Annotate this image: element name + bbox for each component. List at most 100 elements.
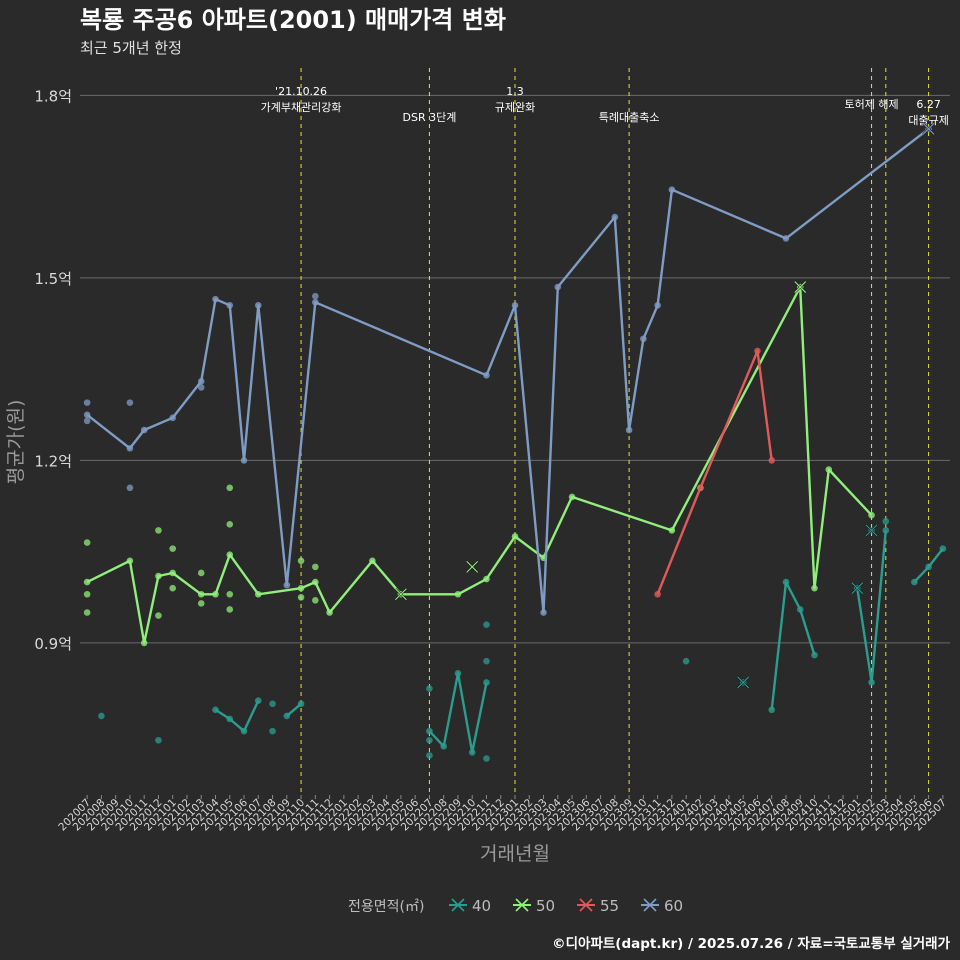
max-cross-40 bbox=[737, 676, 750, 689]
data-point-50 bbox=[312, 597, 319, 604]
data-point-50 bbox=[197, 590, 205, 598]
data-point-60 bbox=[169, 414, 177, 422]
data-point-50 bbox=[297, 584, 305, 592]
data-point-50 bbox=[868, 511, 875, 519]
data-point-55 bbox=[697, 484, 704, 492]
data-point-50 bbox=[169, 545, 177, 552]
data-point-60 bbox=[283, 581, 291, 589]
data-point-60 bbox=[511, 301, 519, 309]
data-point-60 bbox=[212, 295, 219, 303]
data-point-40 bbox=[297, 700, 305, 708]
legend-label-50: 50 bbox=[536, 897, 555, 915]
y-tick-label: 0.9억 bbox=[34, 635, 72, 653]
caption: ©디아파트(dapt.kr) / 2025.07.26 / 자료=국토교통부 실… bbox=[552, 935, 950, 952]
data-point-40 bbox=[440, 743, 447, 750]
legend-title: 전용면적(㎡) bbox=[348, 899, 424, 915]
chart-subtitle: 최근 5개년 한정 bbox=[80, 39, 182, 57]
data-point-60 bbox=[625, 426, 633, 434]
legend: 전용면적(㎡) 40 50 55 60 bbox=[348, 897, 683, 915]
data-point-50 bbox=[83, 539, 91, 546]
series-line-55 bbox=[656, 349, 773, 595]
legend-label-55: 55 bbox=[600, 897, 619, 915]
event-label: DSR 3단계 bbox=[403, 111, 457, 124]
data-point-40 bbox=[98, 712, 105, 720]
data-point-40 bbox=[911, 578, 918, 586]
data-point-60 bbox=[140, 426, 148, 434]
data-point-40 bbox=[483, 621, 490, 628]
data-point-50 bbox=[369, 557, 376, 565]
data-point-40 bbox=[925, 563, 932, 571]
max-cross-50 bbox=[794, 281, 807, 293]
y-tick-label: 1.2억 bbox=[34, 452, 72, 470]
data-point-60 bbox=[83, 417, 91, 425]
legend-swatch-cross-60 bbox=[643, 898, 657, 912]
data-point-50 bbox=[83, 609, 91, 616]
data-point-40 bbox=[240, 727, 248, 735]
data-point-50 bbox=[83, 578, 91, 586]
data-point-50 bbox=[169, 584, 177, 592]
data-point-60 bbox=[197, 384, 205, 391]
data-point-50 bbox=[811, 584, 818, 592]
data-point-50 bbox=[226, 484, 234, 492]
data-point-40 bbox=[483, 657, 490, 665]
data-point-40 bbox=[882, 517, 890, 525]
data-point-55 bbox=[768, 457, 776, 464]
data-point-50 bbox=[297, 557, 305, 565]
data-point-50 bbox=[568, 493, 576, 501]
data-point-60 bbox=[126, 484, 134, 492]
data-point-60 bbox=[654, 301, 661, 309]
data-point-55 bbox=[654, 590, 661, 598]
data-point-40 bbox=[782, 578, 790, 586]
data-point-60 bbox=[126, 444, 134, 452]
data-point-40 bbox=[212, 706, 219, 714]
data-point-50 bbox=[668, 527, 676, 534]
data-point-40 bbox=[426, 685, 433, 692]
series-55 bbox=[654, 347, 776, 598]
data-point-40 bbox=[426, 727, 433, 735]
data-point-40 bbox=[426, 736, 433, 744]
series-50 bbox=[83, 280, 875, 647]
event-label: 가계부채관리강화 bbox=[261, 101, 342, 114]
data-point-50 bbox=[226, 590, 234, 598]
y-axis-title: 평균가(원) bbox=[5, 400, 27, 485]
data-point-50 bbox=[326, 609, 333, 616]
data-point-50 bbox=[197, 600, 205, 607]
data-point-50 bbox=[155, 612, 162, 619]
data-point-40 bbox=[868, 679, 875, 686]
data-point-50 bbox=[511, 533, 519, 540]
data-point-40 bbox=[426, 752, 433, 759]
series-40 bbox=[98, 517, 947, 762]
x-axis-title: 거래년월 bbox=[480, 843, 550, 865]
data-point-50 bbox=[155, 527, 162, 534]
data-point-60 bbox=[254, 301, 262, 309]
data-point-50 bbox=[155, 572, 162, 580]
data-point-60 bbox=[226, 301, 234, 309]
data-point-50 bbox=[126, 557, 134, 565]
data-point-60 bbox=[83, 399, 91, 406]
data-point-50 bbox=[483, 575, 490, 583]
data-point-40 bbox=[283, 712, 291, 720]
event-label: 대출규제 bbox=[908, 114, 948, 127]
data-point-50 bbox=[140, 639, 148, 647]
event-label: 특례대출축소 bbox=[599, 111, 660, 124]
data-point-60 bbox=[312, 298, 319, 306]
max-cross-50 bbox=[466, 560, 479, 573]
data-point-50 bbox=[226, 606, 234, 613]
data-point-40 bbox=[483, 755, 490, 762]
series-layer bbox=[83, 122, 947, 762]
event-label: '21.10.26 bbox=[275, 85, 327, 98]
legend-swatch-cross-40 bbox=[451, 898, 465, 912]
event-label: 규제완화 bbox=[495, 101, 535, 114]
max-cross-40 bbox=[851, 582, 864, 595]
data-point-60 bbox=[554, 283, 562, 291]
data-point-60 bbox=[126, 399, 134, 406]
max-cross-40 bbox=[865, 524, 878, 537]
data-point-50 bbox=[197, 569, 205, 577]
legend-label-60: 60 bbox=[664, 897, 683, 915]
data-point-60 bbox=[312, 292, 319, 300]
max-cross-60 bbox=[922, 122, 935, 135]
data-point-50 bbox=[254, 590, 262, 598]
series-line-40 bbox=[214, 700, 260, 733]
max-cross-50 bbox=[394, 588, 407, 601]
